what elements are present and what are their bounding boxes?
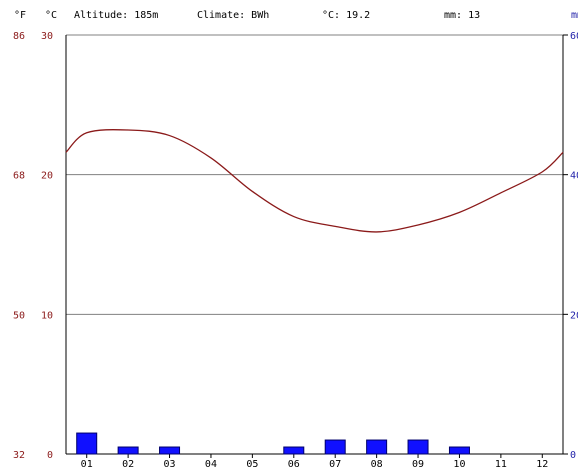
tick-label-c-0: 0 — [47, 450, 53, 461]
x-tick-label-12: 12 — [536, 459, 548, 468]
fahrenheit-unit-label: °F — [14, 10, 26, 21]
x-tick-label-03: 03 — [164, 459, 176, 468]
precipitation-bar-10 — [448, 446, 470, 455]
tick-label-mm-0: 0 — [570, 450, 576, 461]
temperature-curve — [65, 129, 564, 233]
precipitation-bar-03 — [159, 446, 181, 455]
climate-label: Climate: BWh — [197, 10, 269, 21]
x-tick-label-01: 01 — [81, 459, 93, 468]
tick-label-mm-20: 20 — [570, 310, 578, 321]
precipitation-bars — [76, 432, 470, 455]
precipitation-bar-07 — [324, 439, 346, 455]
mm-unit-label: mm — [571, 10, 578, 21]
tick-labels: 0 32 0 10 50 20 20 68 40 30 86 60 01 02 03 04 05 06 07 08 09… — [13, 31, 578, 468]
precipitation-bar-08 — [366, 439, 388, 455]
altitude-label: Altitude: 185m — [74, 10, 158, 21]
tick-label-c-20: 20 — [41, 171, 53, 182]
tick-label-c-30: 30 — [41, 31, 53, 42]
tick-label-mm-40: 40 — [570, 171, 578, 182]
precipitation-bar-09 — [407, 439, 429, 455]
precipitation-bar-01 — [76, 432, 98, 455]
gridlines — [66, 34, 563, 315]
tick-label-f-50: 50 — [13, 310, 25, 321]
total-precipitation-label: mm: 13 — [444, 10, 480, 21]
precipitation-bar-06 — [283, 446, 305, 455]
x-tick-label-02: 02 — [122, 459, 134, 468]
tick-label-f-86: 86 — [13, 31, 25, 42]
x-tick-label-10: 10 — [453, 459, 465, 468]
x-tick-label-09: 09 — [412, 459, 424, 468]
precipitation-bar-02 — [117, 446, 139, 455]
x-tick-label-11: 11 — [495, 459, 507, 468]
x-tick-label-04: 04 — [205, 459, 217, 468]
x-tick-label-06: 06 — [288, 459, 300, 468]
tick-label-f-68: 68 — [13, 171, 25, 182]
tick-label-c-10: 10 — [41, 310, 53, 321]
tick-label-f-32: 32 — [13, 450, 25, 461]
tick-label-mm-60: 60 — [570, 31, 578, 42]
mean-temperature-label: °C: 19.2 — [322, 10, 370, 21]
x-tick-label-07: 07 — [329, 459, 341, 468]
x-tick-label-08: 08 — [371, 459, 383, 468]
temperature-line — [65, 129, 564, 233]
axes — [65, 34, 568, 458]
x-tick-label-05: 05 — [246, 459, 258, 468]
celsius-unit-label: °C — [45, 10, 57, 21]
